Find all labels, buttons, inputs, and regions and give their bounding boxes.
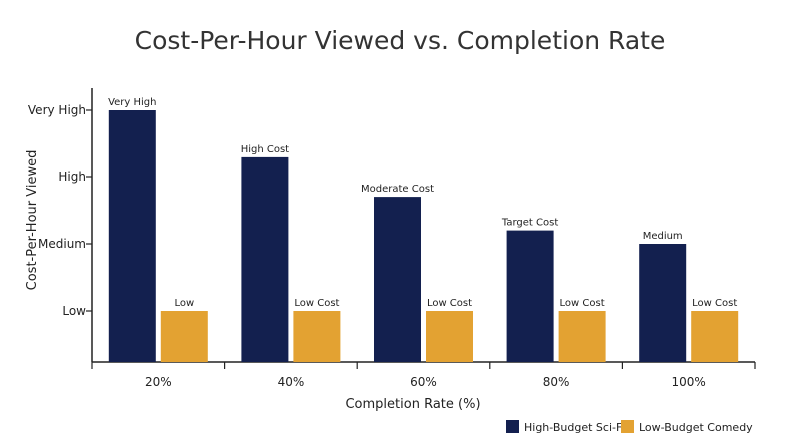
y-tick-label: Low [62,304,86,318]
x-tick-label: 80% [543,375,570,389]
y-tick-label: Very High [28,103,86,117]
data-label: Very High [108,97,156,108]
legend: High-Budget Sci-Fi Low-Budget Comedy [506,420,753,434]
legend-label: Low-Budget Comedy [639,421,753,434]
bar [374,197,421,362]
bar [293,311,341,362]
x-tick-label: 100% [672,375,706,389]
legend-label: High-Budget Sci-Fi [524,421,625,434]
data-label: Low [174,298,194,309]
x-tick-label: 60% [410,375,437,389]
x-axis-label: Completion Rate (%) [345,397,480,412]
data-label: Low Cost [294,298,339,309]
bars [108,110,739,362]
data-label: Low Cost [560,298,605,309]
bar [506,230,554,362]
bar [691,311,739,362]
x-tick-label: 40% [278,375,305,389]
bar [426,311,473,362]
data-label: Low Cost [692,298,737,309]
legend-swatch [621,420,634,433]
bar [558,311,606,362]
bar [639,244,687,362]
bar [160,311,208,362]
data-labels: Very High Low High Cost Low Cost Moderate Co… [108,97,737,309]
y-tick-label: High [58,170,86,184]
data-label: Target Cost [501,218,558,229]
chart-title: Cost-Per-Hour Viewed vs. Completion Rate [135,26,666,55]
data-label: Moderate Cost [361,184,434,195]
bar [241,156,289,362]
y-tick-label: Medium [38,237,86,251]
x-tick-label: 20% [145,375,172,389]
bar [108,110,156,362]
y-axis-label: Cost-Per-Hour Viewed [25,150,40,291]
data-label: High Cost [241,144,289,155]
data-label: Low Cost [427,298,472,309]
legend-swatch [506,420,519,433]
data-label: Medium [643,231,683,242]
